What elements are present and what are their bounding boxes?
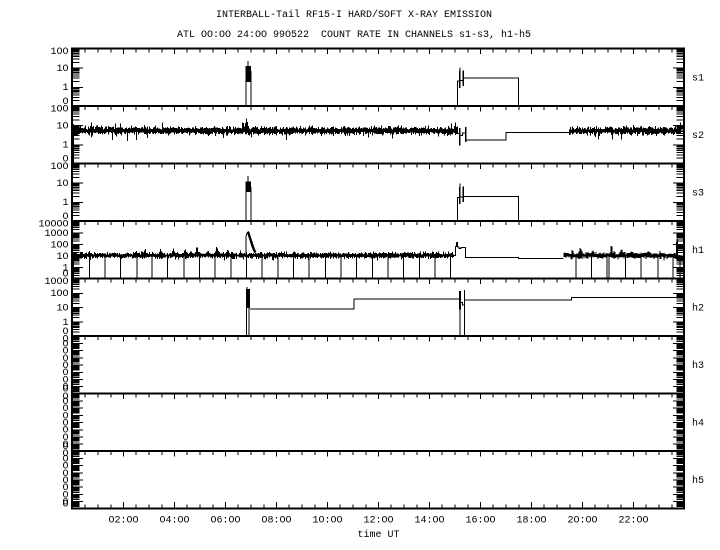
svg-text:h3: h3: [692, 360, 704, 372]
svg-text:1: 1: [62, 263, 68, 274]
svg-text:1OO: 1OO: [50, 240, 68, 251]
svg-text:INTERBALL-Tail RF15-I HARD/SOF: INTERBALL-Tail RF15-I HARD/SOFT X-RAY EM…: [216, 9, 492, 21]
svg-text:1OO: 1OO: [50, 289, 68, 300]
svg-text:O: O: [62, 483, 68, 494]
svg-text:O: O: [62, 375, 68, 386]
svg-text:1OOO: 1OOO: [44, 277, 68, 288]
svg-text:O: O: [62, 212, 68, 223]
svg-text:12:OO: 12:OO: [363, 516, 393, 527]
svg-text:1O: 1O: [56, 179, 68, 190]
svg-text:O: O: [62, 340, 68, 351]
svg-text:ATL OO:OO 24:OO 99O522 COUNT: ATL OO:OO 24:OO 99O522 COUNT RATE IN CHA…: [177, 29, 531, 41]
svg-text:O4:OO: O4:OO: [159, 516, 189, 527]
svg-text:O: O: [62, 155, 68, 166]
svg-text:1O:OO: 1O:OO: [312, 516, 342, 527]
svg-text:time UT: time UT: [357, 529, 399, 541]
svg-text:1: 1: [62, 141, 68, 152]
svg-text:1O: 1O: [56, 122, 68, 133]
svg-text:O: O: [62, 354, 68, 365]
svg-text:O: O: [62, 442, 68, 453]
svg-text:O2:OO: O2:OO: [108, 516, 138, 527]
svg-text:s1: s1: [692, 74, 704, 85]
svg-text:O: O: [62, 347, 68, 358]
svg-text:O: O: [62, 419, 68, 430]
svg-text:O: O: [62, 334, 68, 345]
svg-text:1OO: 1OO: [50, 162, 68, 173]
svg-text:O: O: [62, 490, 68, 501]
svg-text:O: O: [62, 433, 68, 444]
svg-text:1OOOO: 1OOOO: [38, 219, 68, 230]
svg-text:1OO: 1OO: [50, 104, 68, 115]
svg-text:O: O: [62, 361, 68, 372]
svg-text:18:OO: 18:OO: [516, 516, 546, 527]
svg-text:O: O: [62, 97, 68, 108]
svg-text:O: O: [62, 411, 68, 422]
svg-text:O: O: [62, 449, 68, 460]
svg-text:1OO: 1OO: [50, 47, 68, 58]
svg-text:O: O: [62, 404, 68, 415]
svg-text:O6:OO: O6:OO: [210, 516, 240, 527]
svg-text:O: O: [62, 462, 68, 473]
svg-text:1: 1: [62, 83, 68, 94]
svg-text:1OOO: 1OOO: [44, 229, 68, 240]
svg-text:h2: h2: [692, 303, 704, 315]
svg-text:s3: s3: [692, 189, 704, 200]
svg-text:h1: h1: [692, 245, 704, 257]
svg-text:1O: 1O: [56, 304, 68, 315]
svg-text:1O: 1O: [56, 64, 68, 75]
svg-text:O: O: [62, 383, 68, 394]
svg-text:2O:OO: 2O:OO: [567, 516, 597, 527]
svg-text:O: O: [62, 500, 68, 511]
svg-text:O: O: [62, 327, 68, 338]
svg-text:O: O: [62, 368, 68, 379]
svg-text:O: O: [62, 469, 68, 480]
svg-text:22:OO: 22:OO: [618, 516, 648, 527]
svg-text:h5: h5: [692, 475, 704, 487]
svg-text:16:OO: 16:OO: [465, 516, 495, 527]
svg-text:O: O: [62, 476, 68, 487]
svg-text:1: 1: [62, 198, 68, 209]
svg-text:O: O: [62, 498, 68, 509]
svg-text:s2: s2: [692, 131, 704, 142]
svg-text:O8:OO: O8:OO: [261, 516, 291, 527]
svg-text:1O: 1O: [56, 252, 68, 263]
svg-text:O: O: [62, 270, 68, 281]
svg-text:1: 1: [62, 318, 68, 329]
svg-text:14:OO: 14:OO: [414, 516, 444, 527]
svg-text:h4: h4: [692, 418, 704, 430]
svg-text:O: O: [62, 440, 68, 451]
svg-text:O: O: [62, 426, 68, 437]
svg-text:O: O: [62, 454, 68, 465]
svg-text:O: O: [62, 397, 68, 408]
svg-text:O: O: [62, 385, 68, 396]
svg-text:O: O: [62, 392, 68, 403]
